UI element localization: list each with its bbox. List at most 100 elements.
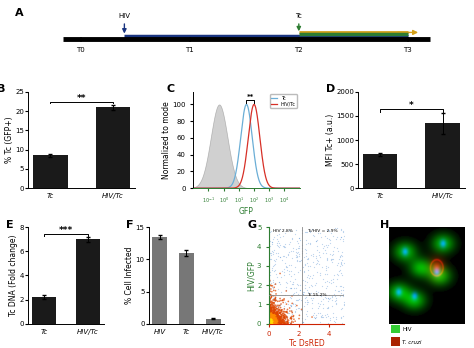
Point <box>340 234 347 239</box>
Point <box>323 311 331 317</box>
Point <box>273 321 281 326</box>
Point <box>266 317 273 323</box>
Point <box>273 318 280 323</box>
Point <box>328 280 335 286</box>
Point <box>277 311 284 317</box>
Point <box>268 289 275 294</box>
Point <box>274 321 282 326</box>
Point <box>267 317 274 322</box>
Point <box>268 314 275 320</box>
Point <box>265 319 273 325</box>
Point <box>265 311 273 317</box>
Point <box>271 319 278 325</box>
Point <box>281 316 289 321</box>
Point <box>267 314 275 319</box>
Point <box>277 321 285 326</box>
Point <box>267 320 274 326</box>
Point <box>273 310 281 316</box>
Text: T0: T0 <box>76 47 85 53</box>
Point <box>278 307 286 313</box>
Point <box>285 241 293 247</box>
Point <box>283 280 291 285</box>
Point <box>304 240 312 246</box>
Point <box>273 309 281 315</box>
Point <box>284 299 292 304</box>
Point <box>266 317 273 323</box>
Point <box>270 314 278 319</box>
Point <box>271 319 278 324</box>
Point <box>265 314 273 319</box>
Point <box>265 317 273 322</box>
Point <box>269 251 276 257</box>
Point <box>271 314 278 320</box>
Point <box>293 257 301 262</box>
Point <box>275 302 283 308</box>
Point <box>267 314 274 319</box>
Point <box>266 319 273 325</box>
Point <box>265 319 273 325</box>
Point <box>277 316 285 322</box>
Point <box>267 315 275 321</box>
Y-axis label: Tc DNA (Fold change): Tc DNA (Fold change) <box>9 235 18 316</box>
Point <box>309 297 316 302</box>
Point <box>269 320 277 326</box>
Point <box>323 256 331 261</box>
Point <box>286 227 293 232</box>
Point <box>309 306 316 311</box>
Point <box>283 287 290 292</box>
Point <box>266 316 273 321</box>
Point <box>312 238 320 244</box>
Point <box>270 314 278 319</box>
Point <box>278 319 285 325</box>
Point <box>287 274 295 279</box>
Point <box>275 308 283 313</box>
Point <box>331 225 339 230</box>
Point <box>269 316 276 321</box>
Point <box>277 321 284 326</box>
Point <box>294 270 302 275</box>
Point <box>273 320 281 326</box>
Point <box>303 299 311 305</box>
Point <box>282 299 289 304</box>
Point <box>299 319 307 325</box>
Point <box>287 320 294 326</box>
Point <box>273 308 280 314</box>
Point <box>301 278 308 284</box>
Point <box>298 320 306 325</box>
Point <box>310 252 317 257</box>
Point <box>283 310 291 316</box>
Point <box>266 307 274 313</box>
Point <box>274 319 282 325</box>
Point <box>267 319 274 324</box>
Point <box>276 315 283 320</box>
Point <box>270 318 277 324</box>
Point <box>266 307 273 312</box>
Point <box>270 317 278 323</box>
Point <box>275 319 283 325</box>
Point <box>268 321 275 326</box>
Point <box>271 308 279 313</box>
Point <box>267 295 275 300</box>
Point <box>267 319 275 325</box>
Point <box>296 283 303 288</box>
Point <box>266 297 274 302</box>
Point <box>267 318 274 324</box>
Point <box>309 260 317 265</box>
Point <box>337 293 344 299</box>
Point <box>277 318 284 324</box>
Point <box>291 264 299 270</box>
Point <box>270 313 278 319</box>
Point <box>275 313 283 318</box>
Point <box>271 319 278 325</box>
Point <box>266 319 274 324</box>
Point <box>323 278 330 284</box>
Point <box>273 316 281 321</box>
Point <box>267 319 274 325</box>
Point <box>267 319 274 325</box>
Point <box>276 316 284 322</box>
Point <box>282 263 290 269</box>
Point <box>272 256 280 262</box>
Point <box>266 310 273 316</box>
Point <box>266 319 273 325</box>
Point <box>271 313 278 319</box>
